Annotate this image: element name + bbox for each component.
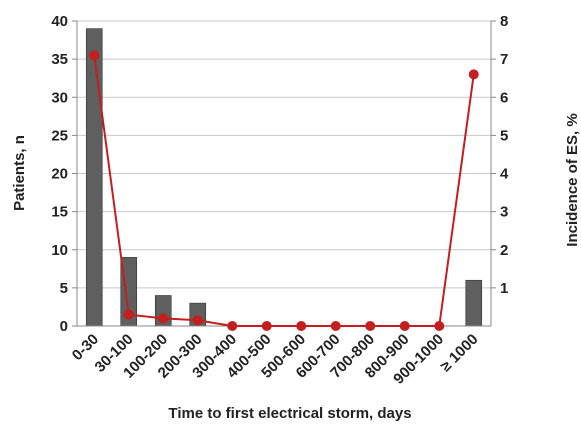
data-point — [89, 50, 100, 61]
line-series — [89, 50, 479, 331]
y2-tick-label: 5 — [500, 127, 508, 144]
y2-tick-label: 2 — [500, 242, 508, 259]
data-point — [468, 69, 479, 80]
y-tick-label: 40 — [51, 13, 68, 30]
data-point — [330, 321, 341, 331]
data-point — [434, 321, 445, 331]
y-tick-label: 15 — [51, 204, 68, 221]
data-point — [192, 315, 203, 326]
y2-tick-label: 7 — [500, 51, 508, 68]
data-point — [399, 321, 410, 331]
y-tick-label: 25 — [51, 127, 68, 144]
tick-labels: 0510152025303540123456780-3030-100100-20… — [51, 13, 509, 388]
data-point — [261, 321, 272, 331]
y2-tick-label: 3 — [500, 204, 508, 221]
bar — [465, 279, 483, 327]
series-line — [93, 55, 475, 327]
y2-tick-label: 1 — [500, 280, 508, 297]
y-tick-label: 0 — [60, 318, 68, 335]
y-tick-label: 10 — [51, 242, 68, 259]
data-point — [365, 321, 376, 331]
y-tick-label: 35 — [51, 51, 68, 68]
x-axis-title: Time to first electrical storm, days — [168, 405, 411, 422]
grid-lines — [77, 20, 491, 289]
y-tick-label: 5 — [60, 280, 68, 297]
y-tick-label: 30 — [51, 89, 68, 106]
y2-tick-label: 6 — [500, 89, 508, 106]
data-point — [123, 309, 134, 320]
data-point — [296, 321, 307, 331]
bar — [85, 28, 103, 327]
x-tick-label: ≥ 1000 — [437, 331, 481, 375]
y2-tick-label: 4 — [500, 166, 509, 183]
y-axis-title: Patients, n — [11, 135, 28, 211]
bar-series — [85, 28, 483, 327]
y2-tick-label: 8 — [500, 13, 508, 30]
data-point — [227, 321, 238, 331]
data-point — [158, 313, 169, 324]
y-tick-label: 20 — [51, 166, 68, 183]
y2-axis-title: Incidence of ES, % — [564, 113, 581, 246]
